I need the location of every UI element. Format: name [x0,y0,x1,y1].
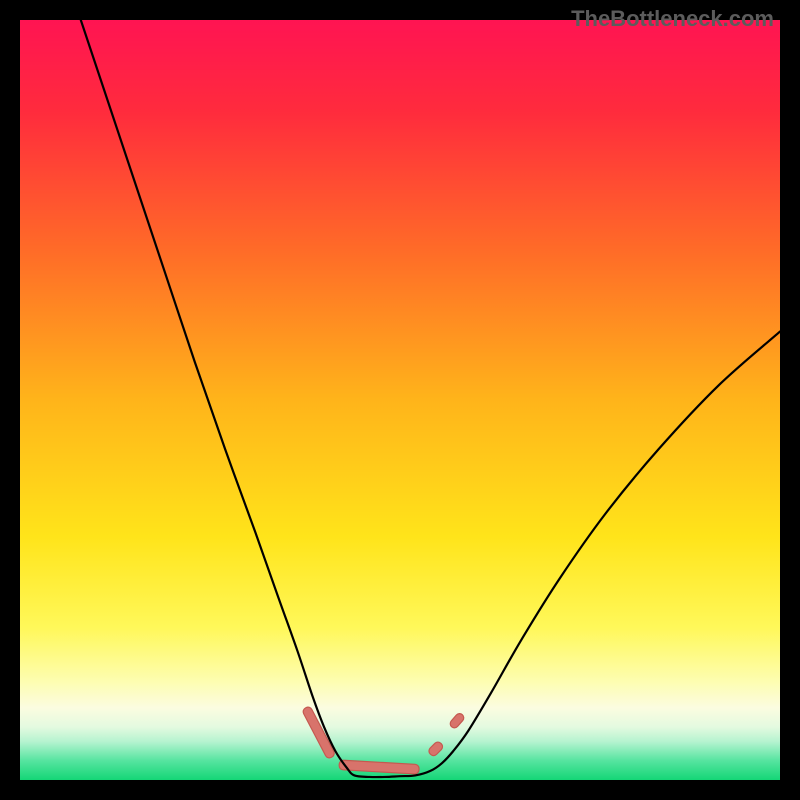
watermark-text: TheBottleneck.com [571,6,774,32]
chart-frame: TheBottleneck.com [0,0,800,800]
bottleneck-chart [20,20,780,780]
